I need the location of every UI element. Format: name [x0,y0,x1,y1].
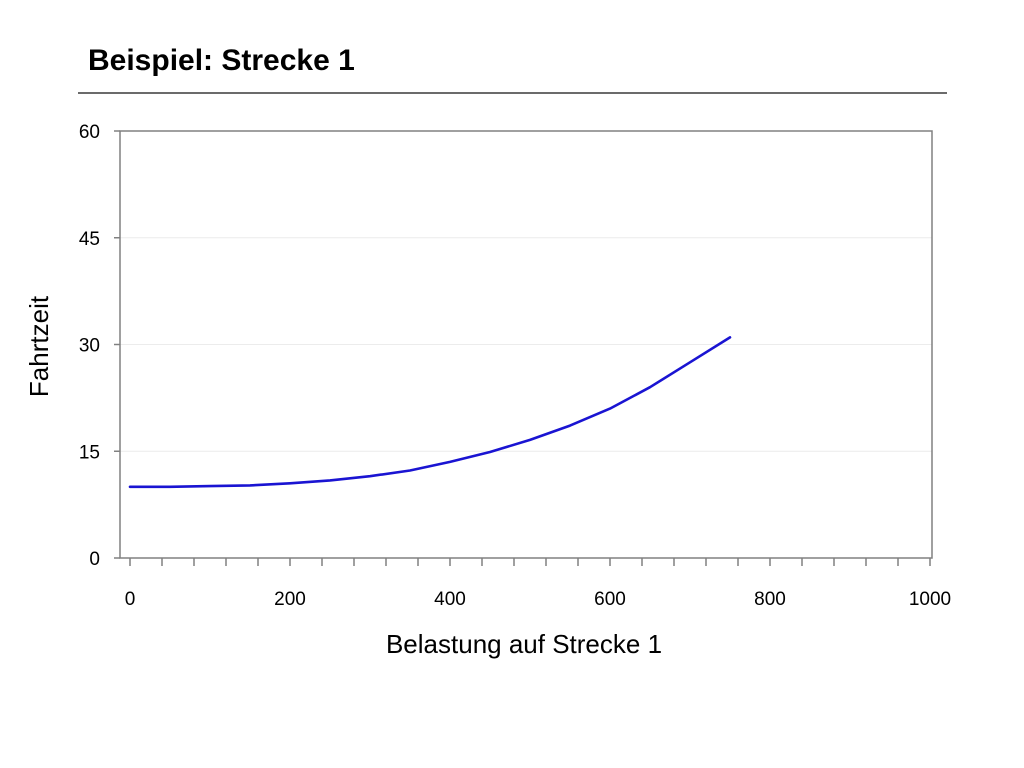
y-tick-label: 30 [79,336,100,357]
x-tick-label: 400 [434,589,466,610]
y-tick-label: 0 [89,549,100,570]
x-tick-label: 0 [125,589,136,610]
series-line [128,336,732,489]
x-tick-label: 200 [274,589,306,610]
y-axis-title: Fahrtzeit [24,295,54,397]
series-layer [128,336,732,489]
y-tick-label: 15 [79,442,100,463]
y-tick-label: 45 [79,229,100,250]
slide-title: Beispiel: Strecke 1 [88,44,355,77]
grid-layer [120,237,932,452]
title-divider [78,92,947,94]
y-axis: 0 15 30 45 60 [79,122,120,570]
x-axis: 0 200 400 600 800 1000 [125,558,951,610]
x-axis-title: Belastung auf Strecke 1 [386,629,662,659]
x-tick-label: 800 [754,589,786,610]
y-tick-label: 60 [79,122,100,143]
x-tick-label: 600 [594,589,626,610]
x-tick-label: 1000 [909,589,951,610]
